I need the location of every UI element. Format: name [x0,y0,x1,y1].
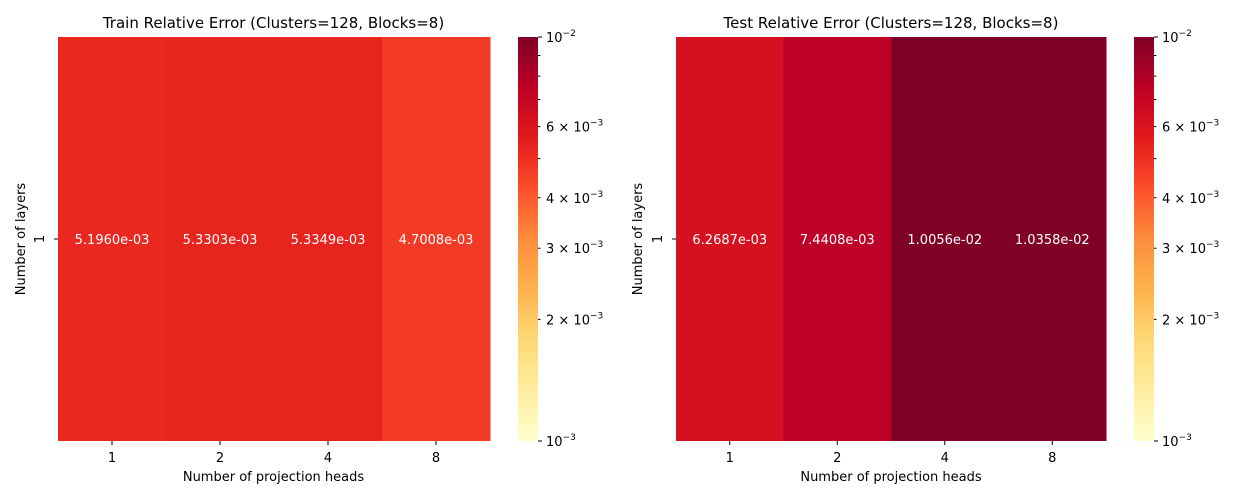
heatmap-cell [676,37,784,441]
colorbar-tick-label: 4 × 10−3 [546,190,603,207]
cell-value-label: 5.1960e-03 [75,233,150,248]
cell-value-label: 1.0358e-02 [1015,233,1090,248]
cell-value-label: 5.3303e-03 [183,233,258,248]
colorbar-tick-label: 4 × 10−3 [1162,190,1219,207]
y-axis-label: Number of layers [631,183,646,296]
x-tick-label: 8 [432,451,440,466]
colorbar-tick-label: 6 × 10−3 [546,119,603,136]
heatmap-cell [998,37,1107,441]
y-tick-label: 1 [33,235,48,243]
colorbar [1134,37,1154,441]
colorbar-tick-label: 6 × 10−3 [1162,119,1219,136]
heatmap-cell [891,37,999,441]
x-tick-label: 4 [941,451,949,466]
train-heatmap-panel: Train Relative Error (Clusters=128, Bloc… [14,14,603,485]
colorbar-tick-label: 10−3 [1162,433,1192,450]
x-axis-label: Number of projection heads [800,470,982,485]
heatmap-cell [166,37,275,441]
chart-title: Train Relative Error (Clusters=128, Bloc… [102,14,444,32]
cell-value-label: 7.4408e-03 [800,233,875,248]
heatmap-cell [783,37,892,441]
x-axis-label: Number of projection heads [183,470,365,485]
colorbar-tick-label: 2 × 10−3 [1162,311,1219,328]
cell-value-label: 5.3349e-03 [291,233,366,248]
colorbar-tick-label: 10−3 [546,433,576,450]
test-heatmap-panel: Test Relative Error (Clusters=128, Block… [631,14,1219,485]
cell-value-label: 4.7008e-03 [399,233,474,248]
x-tick-label: 4 [324,451,332,466]
colorbar-tick-label: 10−2 [1162,29,1192,46]
y-axis-label: Number of layers [14,183,29,296]
colorbar [518,37,538,441]
colorbar-tick-label: 10−2 [546,29,576,46]
colorbar-tick-label: 2 × 10−3 [546,311,603,328]
colorbar-tick-label: 3 × 10−3 [1162,240,1219,257]
cell-value-label: 6.2687e-03 [692,233,767,248]
heatmap-cell [382,37,491,441]
cell-value-label: 1.0056e-02 [907,233,982,248]
chart-title: Test Relative Error (Clusters=128, Block… [723,14,1059,32]
heatmap-cell [58,37,167,441]
x-tick-label: 1 [108,451,116,466]
y-tick-label: 1 [651,235,666,243]
colorbar-tick-label: 3 × 10−3 [546,240,603,257]
x-tick-label: 1 [726,451,734,466]
heatmap-cell [274,37,383,441]
x-tick-label: 2 [833,451,841,466]
x-tick-label: 8 [1048,451,1056,466]
x-tick-label: 2 [216,451,224,466]
